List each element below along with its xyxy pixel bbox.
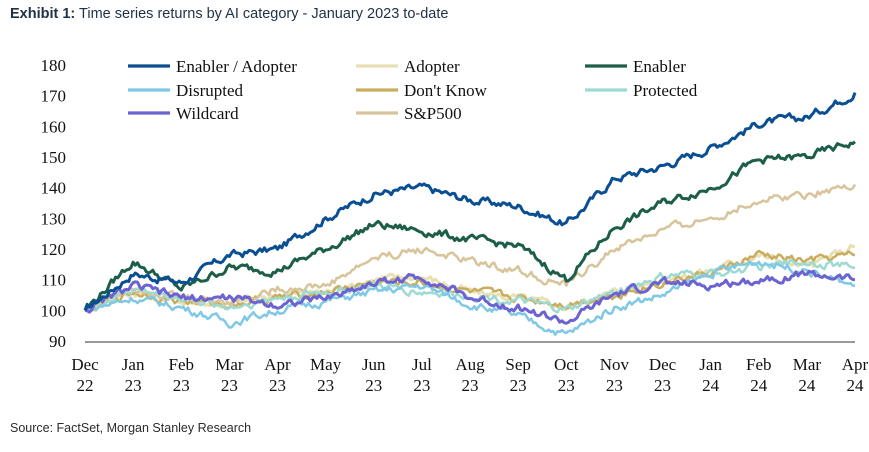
legend-label: S&P500 bbox=[404, 104, 462, 123]
x-tick-label: Feb bbox=[746, 355, 772, 374]
x-tick-label: Mar bbox=[793, 355, 822, 374]
y-tick-label: 110 bbox=[41, 271, 66, 290]
legend-label: Don't Know bbox=[404, 81, 488, 100]
series-line bbox=[84, 269, 856, 325]
x-tick-label: Oct bbox=[554, 355, 579, 374]
x-tick-label: Sep bbox=[505, 355, 531, 374]
x-tick-label: Mar bbox=[215, 355, 244, 374]
legend: Enabler / Adopter Adopter Enabler Disrupted… bbox=[128, 57, 698, 123]
x-tick-label: May bbox=[310, 355, 342, 374]
series-line bbox=[83, 92, 857, 311]
x-tick-label: 23 bbox=[413, 376, 430, 395]
x-tick-label: 23 bbox=[654, 376, 671, 395]
x-tick-label: Jan bbox=[122, 355, 145, 374]
y-tick-label: 100 bbox=[41, 301, 67, 320]
x-tick-label: 24 bbox=[798, 376, 816, 395]
x-tick-label: Nov bbox=[600, 355, 630, 374]
x-tick-label: Dec bbox=[649, 355, 677, 374]
x-tick-label: Jul bbox=[412, 355, 432, 374]
y-tick-label: 120 bbox=[41, 240, 67, 259]
x-tick-label: 23 bbox=[606, 376, 623, 395]
series-line bbox=[84, 260, 856, 336]
x-tick-label: 23 bbox=[173, 376, 190, 395]
title-text: Time series returns by AI category - Jan… bbox=[79, 6, 449, 22]
x-tick-label: 23 bbox=[510, 376, 527, 395]
series-lines bbox=[83, 92, 857, 336]
x-tick-label: 23 bbox=[221, 376, 238, 395]
x-tick-label: Apr bbox=[842, 355, 869, 374]
x-tick-label: 24 bbox=[750, 376, 768, 395]
legend-label: Enabler bbox=[633, 57, 686, 76]
x-tick-label: 23 bbox=[317, 376, 334, 395]
source-note: Source: FactSet, Morgan Stanley Research bbox=[10, 421, 252, 435]
x-tick-label: Feb bbox=[169, 355, 195, 374]
y-tick-label: 170 bbox=[41, 87, 67, 106]
x-tick-label: 23 bbox=[269, 376, 286, 395]
legend-label: Wildcard bbox=[176, 104, 239, 123]
x-tick-label: Apr bbox=[264, 355, 291, 374]
y-tick-label: 150 bbox=[41, 148, 67, 167]
series-line bbox=[83, 140, 856, 312]
x-tick-label: Aug bbox=[455, 355, 485, 374]
x-tick-label: 22 bbox=[77, 376, 94, 395]
x-tick-label: 23 bbox=[125, 376, 142, 395]
y-tick-label: 140 bbox=[41, 179, 67, 198]
chart-title: Exhibit 1: Time series returns by AI cat… bbox=[10, 6, 448, 22]
legend-label: Adopter bbox=[404, 57, 460, 76]
series-line bbox=[85, 183, 857, 312]
y-axis: 90 100 110 120 130 140 150 160 170 180 bbox=[41, 56, 67, 351]
x-tick-label: 23 bbox=[365, 376, 382, 395]
legend-label: Disrupted bbox=[176, 81, 244, 100]
x-tick-label: Jan bbox=[699, 355, 722, 374]
y-tick-label: 180 bbox=[41, 56, 67, 75]
exhibit-label: Exhibit 1: bbox=[10, 6, 76, 22]
legend-label: Protected bbox=[633, 81, 698, 100]
legend-label: Enabler / Adopter bbox=[176, 57, 297, 76]
y-tick-label: 90 bbox=[49, 332, 66, 351]
x-tick-label: 24 bbox=[702, 376, 720, 395]
x-axis: Dec 22 Jan 23 Feb 23 Mar 23 Apr 23 May 23 Jun 23 Jul 23… bbox=[71, 341, 869, 395]
x-tick-label: 23 bbox=[558, 376, 575, 395]
x-tick-label: 24 bbox=[847, 376, 865, 395]
y-tick-label: 130 bbox=[41, 209, 67, 228]
x-tick-label: Dec bbox=[71, 355, 99, 374]
x-tick-label: Jun bbox=[362, 355, 386, 374]
x-tick-label: 23 bbox=[462, 376, 479, 395]
y-tick-label: 160 bbox=[41, 117, 67, 136]
